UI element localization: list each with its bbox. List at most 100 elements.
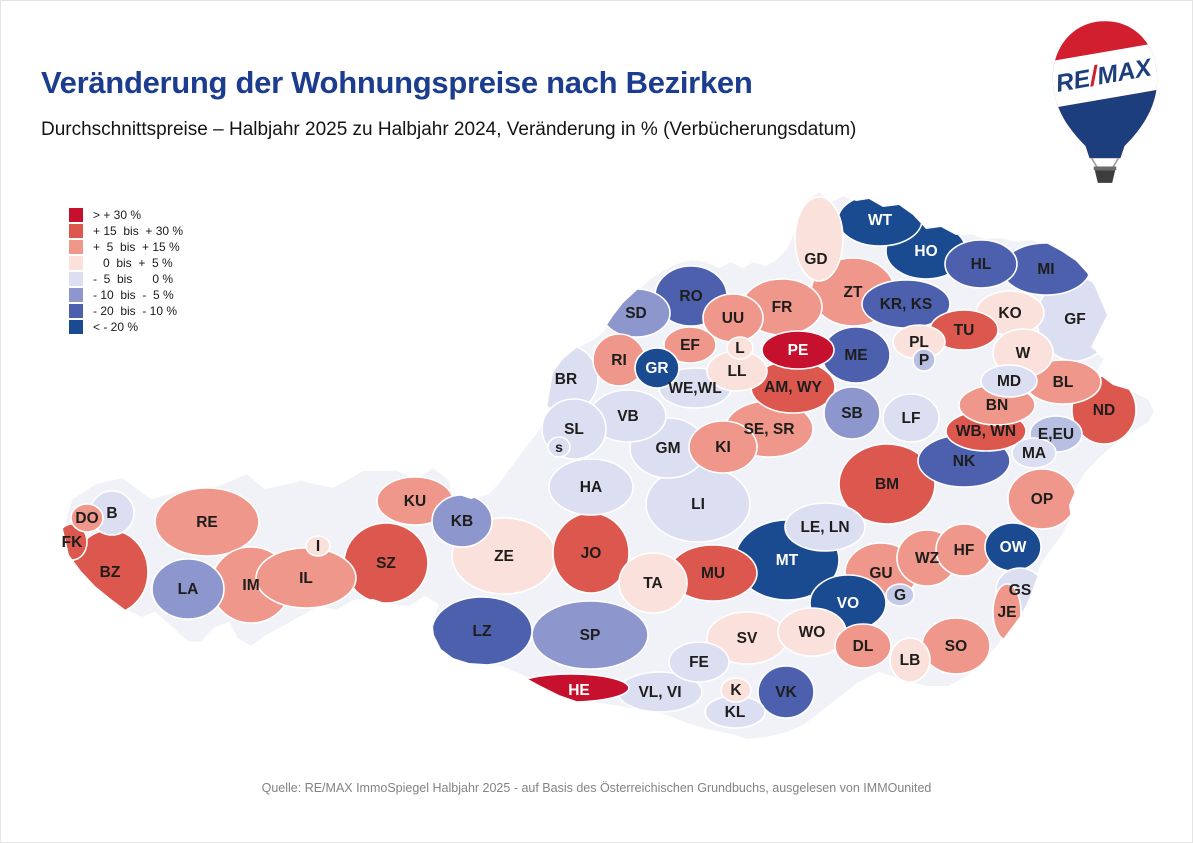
legend-item-lt_m20: < - 20 % [69,319,183,335]
district-bm [838,443,936,525]
district-ef-label: EF [680,337,700,354]
district-sv-label: SV [737,630,758,647]
district-im-label: IM [242,577,259,594]
district-s [547,436,571,458]
legend-label: < - 20 % [93,320,139,334]
district-vk [757,665,815,719]
district-mi-label: MI [1037,261,1054,278]
district-gs-label: GS [1009,582,1031,599]
district-ki-label: KI [715,439,731,456]
district-br-label: BR [555,371,577,388]
district-zt-label: ZT [844,284,863,301]
district-gm-label: GM [656,440,681,457]
district-nk-label: NK [953,453,976,470]
district-wo-label: WO [799,624,826,641]
district-vo-label: VO [837,595,859,612]
district-p [912,348,936,372]
district-gr [634,347,680,389]
district-ko-label: KO [998,305,1021,322]
district-fk-label: FK [62,534,83,551]
district-pe [761,330,835,370]
remax-balloon-logo: RE/MAX [1041,15,1169,189]
district-gr-label: GR [645,360,668,377]
legend-item-p5_15: + 5 bis + 15 % [69,239,183,255]
district-kr-ks-label: KR, KS [880,296,933,313]
page-title: Veränderung der Wohnungspreise nach Bezi… [41,65,753,100]
district-i-label: I [316,538,320,555]
district-wb-wn-label: WB, WN [956,423,1016,440]
district-s-label: s [555,439,563,455]
district-sd-label: SD [625,305,647,322]
balloon-graphic: RE/MAX [1052,21,1158,183]
district-he-label: HE [568,682,590,699]
district-fe-label: FE [689,654,709,671]
district-ma [1011,437,1057,469]
district-la [151,558,225,620]
district-mt-label: MT [776,552,799,569]
district-do-label: DO [75,510,98,527]
district-ki [688,420,758,474]
district-uu-label: UU [722,310,744,327]
district-bl-label: BL [1053,374,1074,391]
district-ku-label: KU [404,493,426,510]
balloon-basket [1094,170,1116,183]
district-mu-label: MU [701,565,725,582]
basket-rim [1093,166,1117,171]
district-re-label: RE [196,514,218,531]
legend-swatch [69,208,83,222]
district-fr-label: FR [772,299,793,316]
district-hl-label: HL [971,256,992,273]
legend-swatch [69,224,83,238]
legend-item-gt30: > + 30 % [69,207,183,223]
district-k-label: K [730,682,742,699]
district-w-label: W [1016,345,1031,362]
district-lf [882,393,940,443]
district-pl-label: PL [909,334,929,351]
district-lb [889,637,931,683]
district-am-wy-label: AM, WY [764,379,822,396]
district-sz-label: SZ [376,555,396,572]
district-vb-label: VB [617,408,639,425]
legend-swatch [69,256,83,270]
district-ma-label: MA [1022,445,1046,462]
legend-swatch [69,320,83,334]
legend-label: > + 30 % [93,208,142,222]
district-sp-label: SP [580,627,601,644]
district-le-ln-label: LE, LN [800,519,849,536]
district-md [980,364,1038,398]
district-bn-label: BN [986,397,1008,414]
legend-item-m20_m10: - 20 bis - 10 % [69,303,183,319]
district-vk-label: VK [775,684,797,701]
legend-item-p0_5: 0 bis + 5 % [69,255,183,271]
district-wz-label: WZ [915,550,940,567]
district-we-wl-label: WE,WL [668,380,721,397]
district-ha [548,458,634,516]
district-ri-label: RI [611,352,627,369]
district-bz-label: BZ [100,564,121,581]
district-sb-label: SB [841,405,863,422]
district-wt-label: WT [868,212,893,229]
district-il-label: IL [299,570,313,587]
legend-label: - 5 bis 0 % [93,272,174,286]
legend-swatch [69,272,83,286]
district-gf-label: GF [1064,311,1086,328]
district-do [70,503,104,533]
legend-swatch [69,304,83,318]
legend-label: 0 bis + 5 % [93,256,173,270]
district-b-label: B [106,505,117,522]
district-hf-label: HF [954,542,975,559]
district-lb-label: LB [900,652,921,669]
district-gd [794,196,844,282]
legend-label: + 15 bis + 30 % [93,224,184,238]
district-ro-label: RO [679,288,702,305]
district-i [305,535,331,557]
district-fe [668,641,730,683]
balloon-white-band [1052,41,1158,110]
district-me-label: ME [844,347,867,364]
district-gd-label: GD [804,251,827,268]
district-pe-label: PE [788,342,809,359]
legend-swatch [69,240,83,254]
district-dl-label: DL [853,638,874,655]
